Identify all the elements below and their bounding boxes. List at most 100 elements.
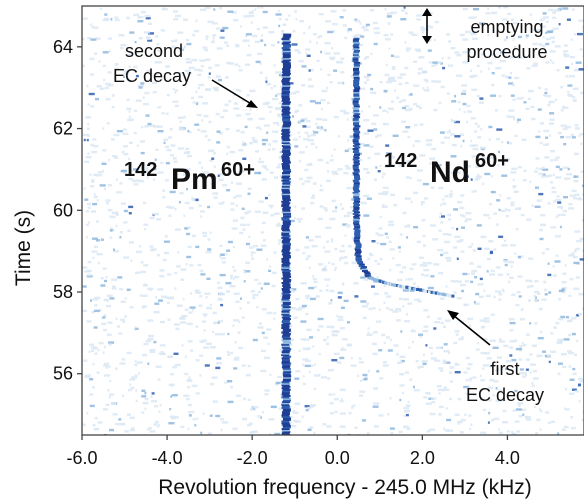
noise-pixel [501,74,506,77]
noise-pixel [143,31,150,34]
trace-pm-point [281,265,290,268]
trace-nd-point [374,278,378,282]
noise-pixel [574,390,579,393]
noise-pixel [543,129,550,133]
noise-pixel [557,362,563,365]
noise-pixel [128,115,131,118]
trace-nd-point [353,42,360,45]
trace-nd-point [353,95,360,98]
noise-pixel [563,50,569,53]
noise-pixel [326,86,329,90]
noise-pixel [145,114,150,117]
noise-pixel [233,367,238,370]
noise-pixel [281,30,285,33]
noise-pixel [341,338,348,341]
noise-pixel [573,197,578,200]
noise-pixel [360,379,362,383]
trace-pm-point [282,209,291,212]
trace-pm-point [282,266,291,269]
trace-pm-point [282,352,291,355]
noise-pixel [355,19,361,23]
noise-pixel [118,418,122,421]
noise-pixel [386,80,392,84]
noise-pixel [255,150,259,153]
noise-pixel [432,61,439,64]
noise-pixel [199,295,203,298]
noise-pixel [535,135,541,139]
trace-pm-point [282,196,291,199]
trace-nd-point [361,268,368,271]
noise-pixel [101,162,107,165]
noise-pixel [194,29,200,33]
noise-pixel [361,305,368,308]
noise-pixel [219,253,225,256]
noise-pixel [295,248,300,252]
noise-pixel [537,108,542,111]
noise-pixel [96,85,102,88]
noise-pixel [238,69,243,72]
noise-pixel [471,88,478,92]
noise-pixel [327,369,334,372]
noise-pixel [143,223,149,226]
trace-pm-point [282,373,291,376]
noise-pixel [144,228,146,231]
noise-pixel [456,297,462,300]
noise-pixel [363,81,367,84]
noise-pixel [371,240,376,243]
noise-pixel [461,289,465,293]
noise-pixel [433,263,440,266]
noise-pixel [174,271,178,275]
noise-pixel [552,16,557,20]
noise-pixel [174,208,177,211]
noise-pixel [490,94,497,97]
noise-pixel [388,240,392,243]
noise-pixel [195,359,200,362]
trace-pm-point [281,345,290,348]
noise-pixel [261,221,266,225]
noise-pixel [565,388,568,391]
trace-nd-point [353,181,360,184]
noise-pixel [315,117,322,121]
noise-pixel [563,338,570,341]
noise-pixel [323,207,328,210]
trace-pm-point [281,351,290,354]
trace-nd-point [353,78,360,81]
noise-pixel [392,156,395,159]
noise-pixel [472,376,477,379]
trace-pm-point [281,60,290,63]
noise-pixel [254,8,257,11]
noise-pixel [483,247,490,251]
noise-pixel [170,154,174,157]
noise-pixel [556,69,560,72]
noise-pixel [212,400,218,403]
noise-pixel [331,330,335,333]
noise-pixel [516,97,523,100]
trace-pm-point [281,113,290,116]
noise-pixel [407,302,413,305]
noise-pixel [465,356,470,360]
noise-pixel [572,96,576,99]
noise-pixel [362,316,367,320]
noise-pixel [529,285,534,288]
noise-pixel [446,92,450,95]
noise-pixel [226,290,230,293]
noise-pixel [122,128,127,131]
trace-nd-point [353,132,360,135]
noise-pixel [236,129,240,132]
noise-pixel [207,20,214,24]
noise-pixel [569,278,574,281]
noise-pixel [386,236,389,239]
noise-pixel [244,125,248,129]
trace-nd-point [419,288,423,292]
trace-nd-point [352,99,359,102]
noise-pixel [483,213,490,217]
noise-pixel [202,313,208,316]
noise-pixel [414,48,421,51]
noise-pixel [109,297,115,300]
trace-nd-point [353,160,360,163]
noise-pixel [439,131,445,134]
noise-pixel [570,38,573,41]
trace-pm-point [281,432,290,435]
noise-pixel [488,216,491,220]
trace-nd-point [353,217,360,220]
